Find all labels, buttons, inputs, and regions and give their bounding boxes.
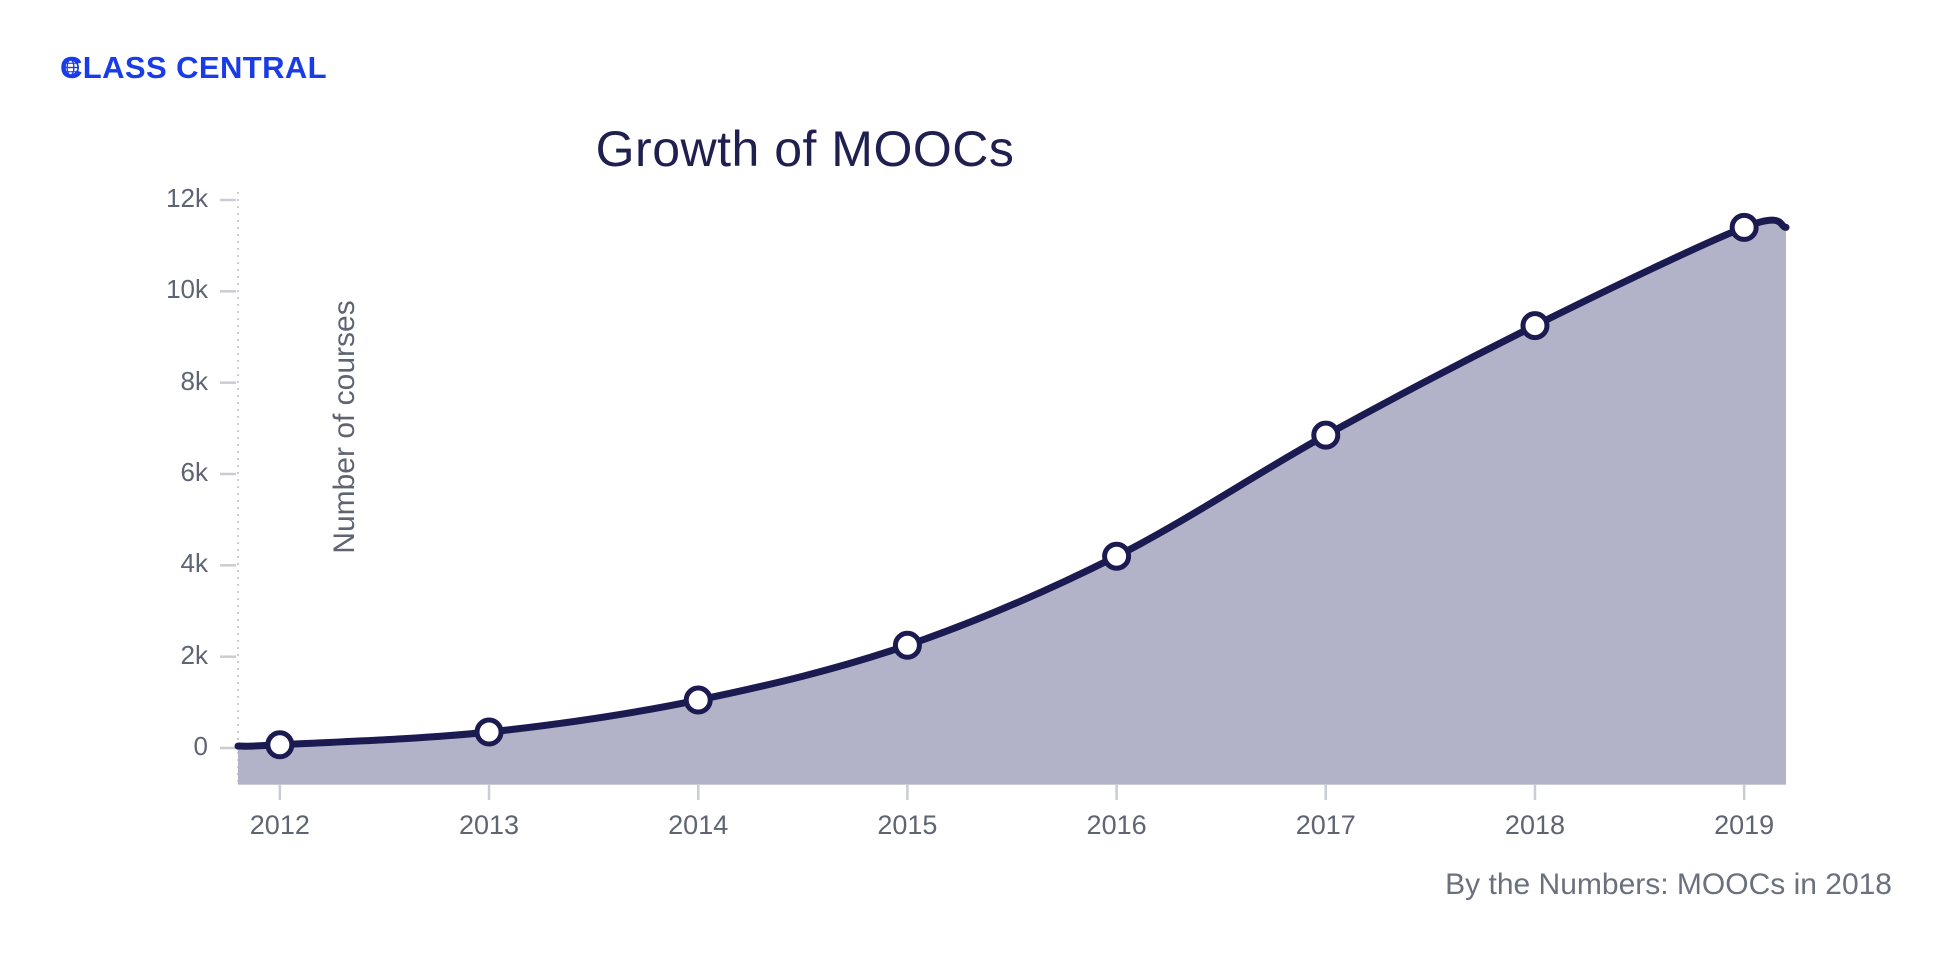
data-point-marker[interactable] <box>1520 311 1550 341</box>
y-axis-tick-label: 10k <box>166 274 208 305</box>
data-point-marker[interactable] <box>474 717 504 747</box>
data-point-marker[interactable] <box>1311 420 1341 450</box>
area-fill-path <box>238 220 1786 784</box>
series-line-path <box>234 216 1790 750</box>
chart-title: Growth of MOOCs <box>595 121 1015 177</box>
y-axis-tick-label: 8k <box>180 365 208 396</box>
data-point-marker[interactable] <box>265 730 295 760</box>
data-point-marker[interactable] <box>683 685 713 715</box>
x-axis-tick-label: 2017 <box>1295 810 1356 840</box>
data-point-marker[interactable] <box>892 630 922 660</box>
x-axis-tick-label: 2012 <box>249 810 310 840</box>
brand-logo[interactable]: CLASS CENTRAL <box>60 48 327 88</box>
y-axis-tick-label: 2k <box>180 639 208 670</box>
y-axis-tick-label: 0 <box>193 731 208 761</box>
x-axis-tick-label: 2018 <box>1504 810 1565 840</box>
x-axis-tick-label: 2019 <box>1714 810 1775 840</box>
brand-wordmark: CLASS CENTRAL <box>60 50 327 85</box>
x-axis-tick-label: 2013 <box>458 810 520 840</box>
series-line <box>234 216 1790 750</box>
x-axis-tick-label: 2015 <box>877 810 938 840</box>
data-point-marker[interactable] <box>1729 212 1759 242</box>
footer-caption: By the Numbers: MOOCs in 2018 <box>1445 868 1892 901</box>
globe-icon <box>62 59 79 76</box>
y-axis-tick-label: 12k <box>166 183 208 213</box>
area-fill <box>238 220 1786 784</box>
x-axis-tick-label: 2016 <box>1086 810 1147 840</box>
y-axis-tick-label: 4k <box>180 548 208 579</box>
data-point-marker[interactable] <box>1102 541 1132 571</box>
x-axis-tick-label: 2014 <box>668 810 729 840</box>
y-axis-tick-label: 6k <box>180 457 208 487</box>
data-point-markers <box>265 212 1759 760</box>
